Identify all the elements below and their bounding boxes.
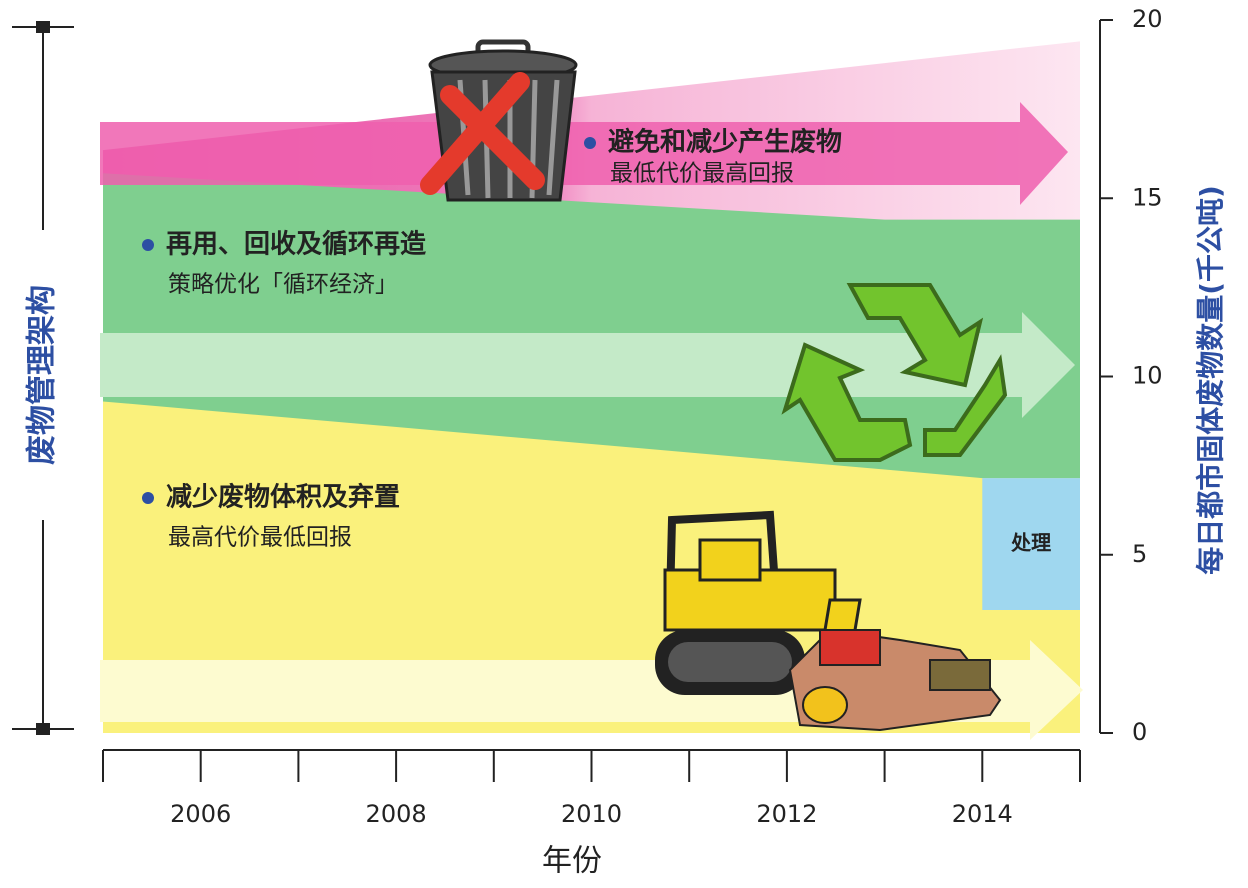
bracket-cap <box>36 21 50 33</box>
series-name: 再用、回收及循环再造 <box>166 230 426 260</box>
y-tick-label: 10 <box>1132 362 1163 390</box>
y-tick-label: 0 <box>1132 718 1147 746</box>
chart: 废物管理架构 每日都市固体废物数量(千公吨) 年份 处理 避免和减少产生废物最低代… <box>0 0 1248 888</box>
y-tick-label: 20 <box>1132 5 1163 33</box>
series-name: 减少废物体积及弃置 <box>166 482 400 513</box>
y-tick-label: 5 <box>1132 540 1147 568</box>
framework-label: 废物管理架构 <box>25 285 60 465</box>
x-axis-label: 年份 <box>542 844 602 879</box>
x-tick-label: 2010 <box>561 800 622 828</box>
x-tick-label: 2006 <box>170 800 231 828</box>
x-tick-label: 2008 <box>366 800 427 828</box>
disposal-group: 处理 <box>982 478 1080 610</box>
trash-can-icon <box>430 42 576 200</box>
legend-bullet <box>584 137 596 149</box>
legend-bullet <box>142 492 154 504</box>
disposal-label: 处理 <box>1010 531 1051 555</box>
x-tick-label: 2012 <box>756 800 817 828</box>
y-axis-label: 每日都市固体废物数量(千公吨) <box>1194 185 1227 575</box>
y-tick-label: 15 <box>1132 183 1163 211</box>
series-name: 避免和减少产生废物 <box>608 127 842 158</box>
series-description: 策略优化「循环经济」 <box>168 272 398 298</box>
legend-bullet <box>142 239 154 251</box>
bracket-cap <box>36 723 50 735</box>
series-description: 最高代价最低回报 <box>168 525 352 551</box>
series-description: 最低代价最高回报 <box>610 161 794 187</box>
x-tick-label: 2014 <box>952 800 1013 828</box>
